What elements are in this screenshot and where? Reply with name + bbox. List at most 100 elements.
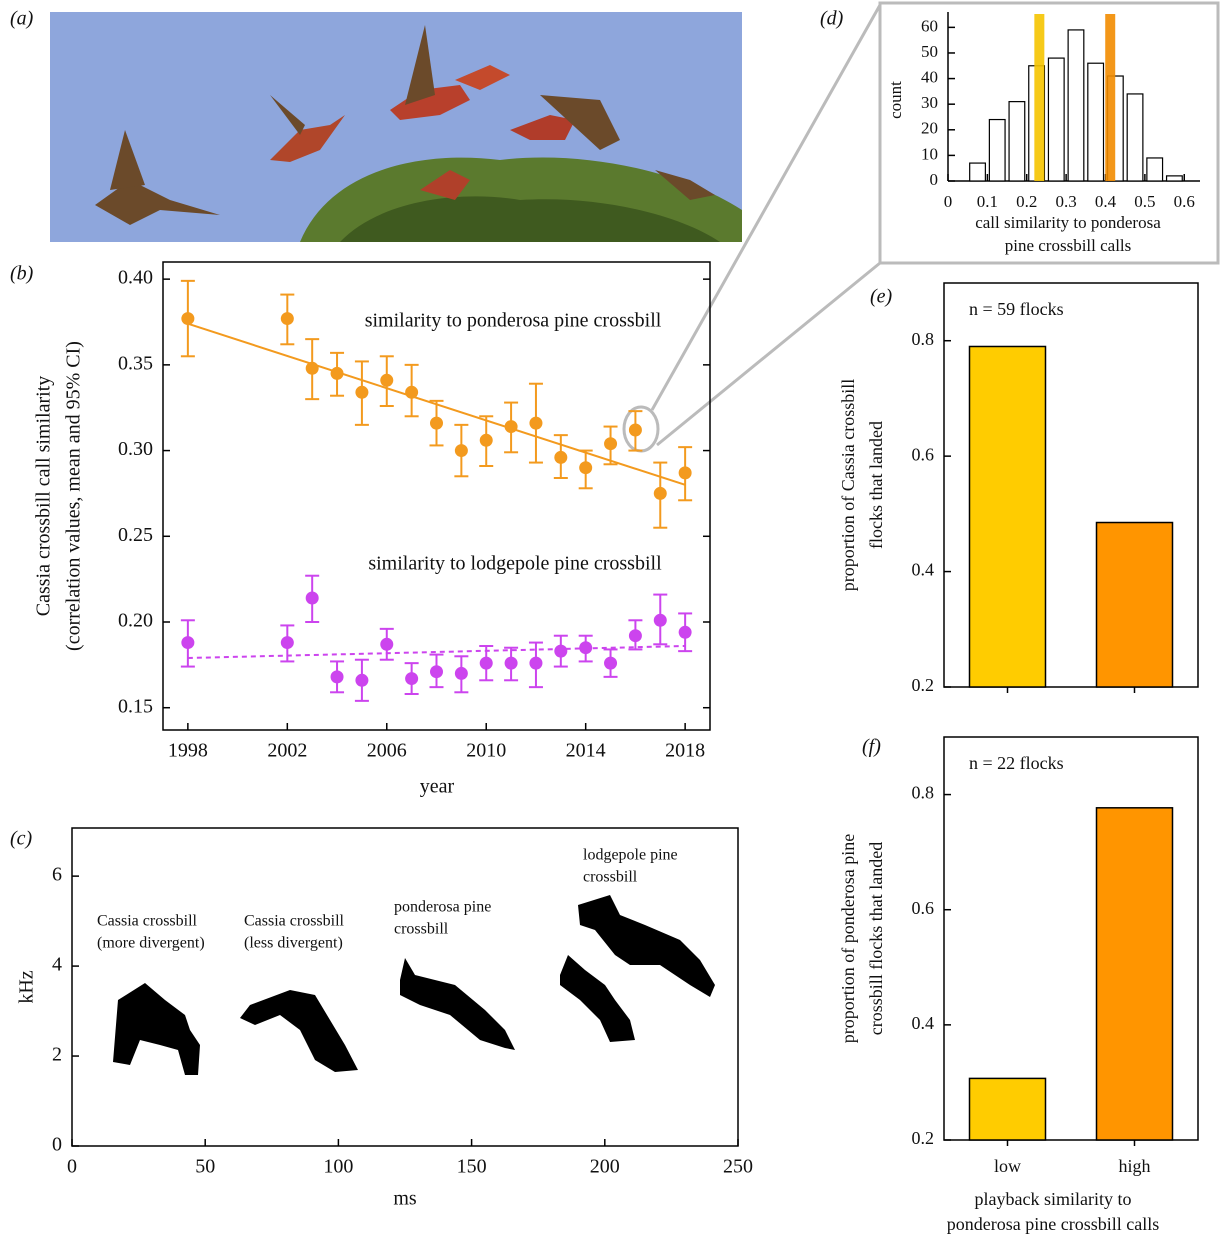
y-tick-label: 0 xyxy=(930,170,939,189)
point xyxy=(181,636,194,649)
point xyxy=(355,674,368,687)
call-trace xyxy=(400,958,515,1050)
bar xyxy=(1127,94,1143,181)
similarity-marker xyxy=(1105,14,1115,181)
call-label: Cassia crossbill xyxy=(97,913,198,930)
call-trace xyxy=(240,990,358,1072)
x-axis-label: year xyxy=(420,776,455,798)
y-tick-label: 0.25 xyxy=(118,524,153,546)
x-tick-label: 0.5 xyxy=(1134,192,1155,211)
y-axis-label: proportion of Cassia crossbill xyxy=(838,379,858,591)
point xyxy=(505,657,518,670)
y-axis-label: crossbill flocks that landed xyxy=(866,842,886,1035)
point xyxy=(604,657,617,670)
x-tick-label: 0.3 xyxy=(1056,192,1077,211)
sample-size: n = 59 flocks xyxy=(969,299,1064,319)
call-label: lodgepole pine xyxy=(583,847,678,864)
point xyxy=(629,629,642,642)
point xyxy=(281,636,294,649)
similarity-marker xyxy=(1034,14,1044,181)
y-tick-label: 0.15 xyxy=(118,695,153,717)
bar xyxy=(989,120,1005,181)
call-trace xyxy=(113,983,200,1075)
panel-label: (b) xyxy=(10,263,34,285)
point xyxy=(430,417,443,430)
y-tick-label: 0.2 xyxy=(912,1128,935,1148)
point xyxy=(654,487,667,500)
point xyxy=(181,312,194,325)
point xyxy=(679,466,692,479)
point xyxy=(554,645,567,658)
photo xyxy=(50,12,742,242)
point xyxy=(579,641,592,654)
y-tick-label: 0.4 xyxy=(912,1013,935,1033)
bar xyxy=(1097,808,1173,1140)
y-tick-label: 0 xyxy=(52,1134,62,1156)
x-tick-label: high xyxy=(1118,1156,1150,1176)
point xyxy=(405,386,418,399)
y-axis-label: kHz xyxy=(16,970,38,1003)
y-tick-label: 0.2 xyxy=(912,675,935,695)
y-tick-label: 2 xyxy=(52,1044,62,1066)
y-axis-label: count xyxy=(886,81,905,119)
x-tick-label: 1998 xyxy=(168,740,208,762)
point xyxy=(355,386,368,399)
sample-size: n = 22 flocks xyxy=(969,753,1064,773)
panel-label: (a) xyxy=(10,8,34,30)
call-label: ponderosa pine xyxy=(394,899,491,916)
x-tick-label: 2018 xyxy=(665,740,705,762)
point xyxy=(629,424,642,437)
call-label: crossbill xyxy=(394,921,449,938)
point xyxy=(405,672,418,685)
bar xyxy=(1147,158,1163,181)
x-axis-label: playback similarity to xyxy=(975,1189,1132,1209)
x-tick-label: 50 xyxy=(195,1156,215,1178)
bar xyxy=(970,346,1046,687)
y-axis-label: (correlation values, mean and 95% CI) xyxy=(63,341,85,651)
x-tick-label: 250 xyxy=(723,1156,753,1178)
x-axis-label: ms xyxy=(393,1188,417,1210)
x-tick-label: 0 xyxy=(944,192,953,211)
x-axis-label: call similarity to ponderosa xyxy=(975,213,1161,232)
x-tick-label: low xyxy=(994,1156,1021,1176)
y-tick-label: 0.20 xyxy=(118,610,153,632)
figure: (a) (b)0.150.200.250.300.350.40199820022… xyxy=(0,0,1220,1239)
y-tick-label: 60 xyxy=(921,16,938,35)
bar xyxy=(1048,58,1064,181)
call-label: Cassia crossbill xyxy=(244,913,345,930)
y-tick-label: 0.4 xyxy=(912,560,935,580)
x-tick-label: 2010 xyxy=(466,740,506,762)
point xyxy=(455,444,468,457)
x-axis-label: pine crossbill calls xyxy=(1005,236,1132,255)
call-label: crossbill xyxy=(583,869,638,886)
panel-label: (d) xyxy=(820,8,844,30)
point xyxy=(331,367,344,380)
panel-label: (f) xyxy=(862,736,881,758)
point xyxy=(480,434,493,447)
bar xyxy=(1097,523,1173,687)
point xyxy=(331,670,344,683)
panel-label: (c) xyxy=(10,828,33,850)
x-tick-label: 150 xyxy=(457,1156,487,1178)
point xyxy=(380,638,393,651)
y-tick-label: 0.8 xyxy=(912,783,935,803)
y-tick-label: 6 xyxy=(52,864,62,886)
series-label: similarity to lodgepole pine crossbill xyxy=(368,553,662,575)
y-axis-label: proportion of ponderosa pine xyxy=(838,834,858,1043)
bar xyxy=(1088,63,1104,181)
y-tick-label: 20 xyxy=(921,119,938,138)
y-tick-label: 0.8 xyxy=(912,329,935,349)
point xyxy=(430,665,443,678)
point xyxy=(529,657,542,670)
y-tick-label: 0.30 xyxy=(118,438,153,460)
y-axis-label: Cassia crossbill call similarity xyxy=(33,376,55,617)
y-tick-label: 30 xyxy=(921,93,938,112)
x-axis-label: ponderosa pine crossbill calls xyxy=(947,1214,1159,1234)
y-tick-label: 0.40 xyxy=(118,267,153,289)
y-tick-label: 0.6 xyxy=(912,444,935,464)
y-tick-label: 0.35 xyxy=(118,352,153,374)
y-tick-label: 4 xyxy=(52,954,62,976)
y-tick-label: 0.6 xyxy=(912,898,935,918)
point xyxy=(654,614,667,627)
point xyxy=(380,374,393,387)
